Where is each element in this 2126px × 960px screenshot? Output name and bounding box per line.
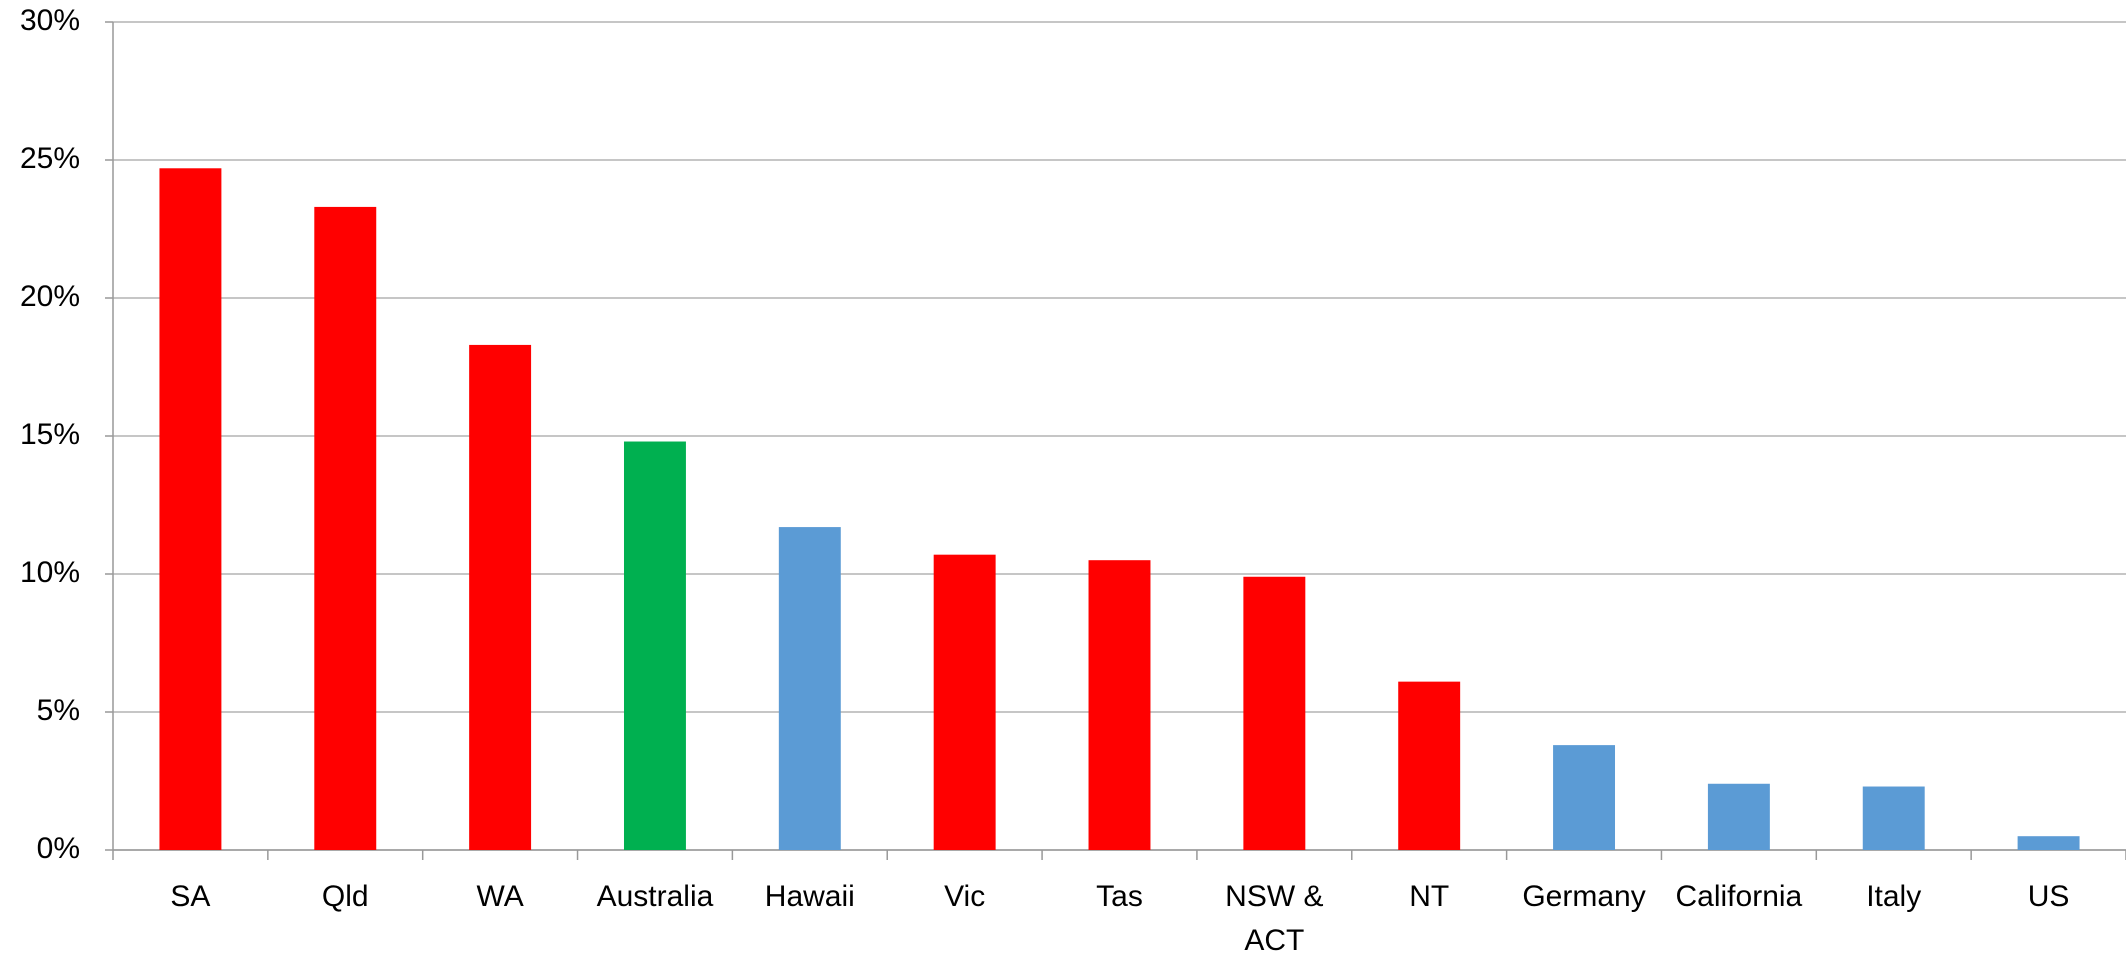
x-tick-label: Italy bbox=[1866, 880, 1922, 913]
bar bbox=[1243, 576, 1306, 850]
y-tick-label: 15% bbox=[20, 418, 80, 451]
x-tick-label: NSW & ACT bbox=[1225, 880, 1324, 957]
bar bbox=[933, 554, 996, 850]
x-tick-label: Germany bbox=[1522, 880, 1646, 913]
y-tick-label: 5% bbox=[37, 694, 80, 727]
x-tick-label: Vic bbox=[944, 880, 986, 913]
y-tick-label: 10% bbox=[20, 556, 80, 589]
bar bbox=[314, 206, 377, 851]
y-tick-label: 20% bbox=[20, 280, 80, 313]
x-tick-label: California bbox=[1675, 880, 1803, 913]
x-tick-label: Qld bbox=[321, 880, 369, 913]
y-tick-label: 25% bbox=[20, 142, 80, 175]
x-tick-label: SA bbox=[170, 880, 211, 913]
x-tick-label: WA bbox=[476, 880, 524, 913]
bar bbox=[1398, 681, 1461, 850]
bar bbox=[2017, 836, 2080, 850]
x-tick-label: Australia bbox=[596, 880, 714, 913]
x-tick-label: Tas bbox=[1096, 880, 1143, 913]
x-tick-label: Hawaii bbox=[764, 880, 855, 913]
bar bbox=[469, 344, 532, 850]
bar bbox=[1862, 786, 1925, 850]
bar bbox=[778, 527, 841, 850]
y-tick-label: 30% bbox=[20, 4, 80, 37]
x-tick-label: NT bbox=[1409, 880, 1450, 913]
y-tick-label: 0% bbox=[37, 832, 80, 865]
bar bbox=[1707, 783, 1770, 850]
bar bbox=[159, 168, 222, 850]
x-tick-label: US bbox=[2027, 880, 2070, 913]
bar bbox=[623, 441, 686, 850]
bar bbox=[1088, 560, 1151, 850]
bar bbox=[1553, 745, 1616, 850]
